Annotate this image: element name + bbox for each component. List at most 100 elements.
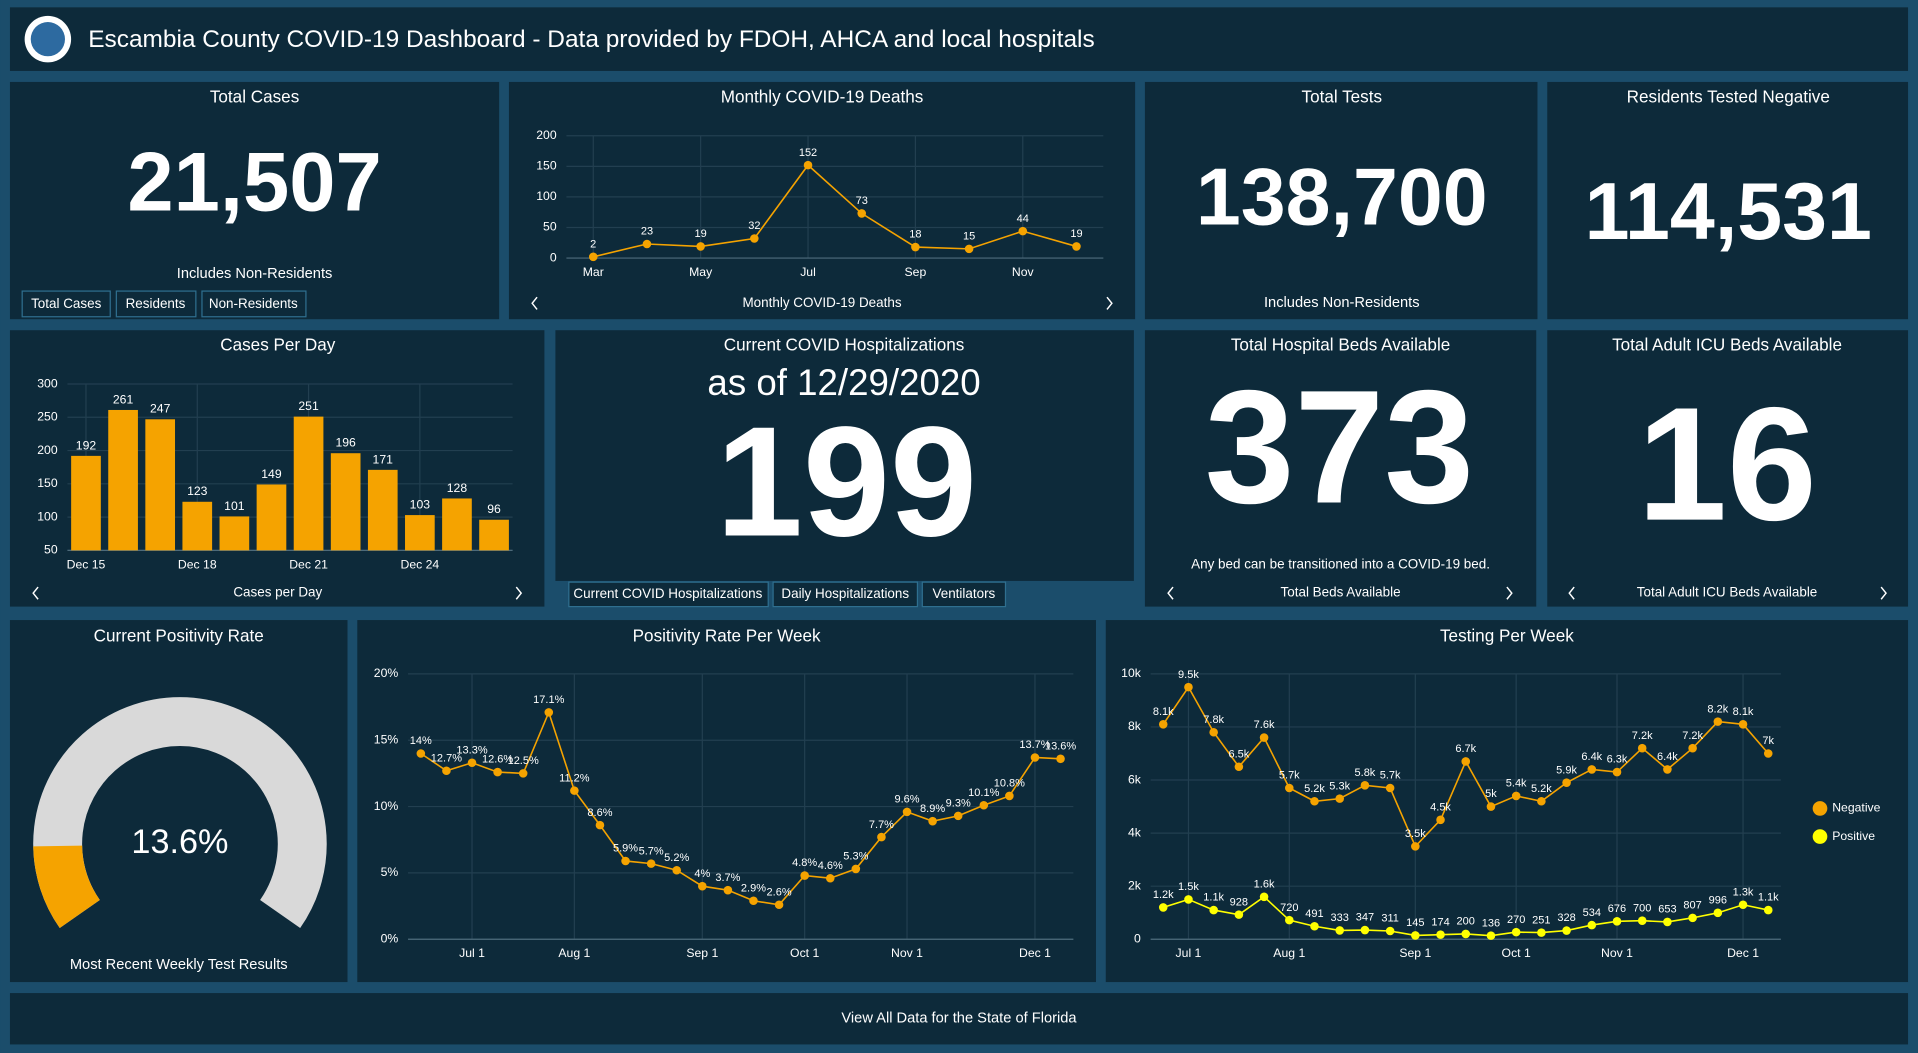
next-arrow[interactable] [1506, 586, 1513, 600]
data-label: 1.1k [1203, 892, 1224, 904]
tab[interactable] [115, 290, 197, 318]
legend-label: Negative [1832, 801, 1880, 815]
indicator-note: Includes Non-Residents [177, 266, 333, 282]
data-point [1005, 791, 1014, 801]
data-point [1713, 908, 1723, 918]
data-label: 5.2k [1304, 783, 1325, 795]
data-point [1461, 757, 1471, 766]
data-point [588, 252, 598, 262]
prev-arrow[interactable] [1167, 586, 1174, 600]
data-label: 12.5% [508, 755, 539, 767]
data-point [1158, 903, 1168, 912]
next-arrow[interactable] [1106, 296, 1113, 310]
indicator-title: Total Hospital Beds Available [1231, 336, 1450, 355]
data-label: 32 [748, 220, 760, 232]
data-point [825, 873, 835, 883]
data-label: 10.8% [994, 778, 1025, 790]
data-label: 10.1% [968, 787, 999, 799]
bar [330, 453, 361, 551]
data-point [1713, 717, 1723, 726]
data-point [1763, 905, 1773, 915]
panel [1144, 81, 1538, 320]
indicator-value: 138,700 [1196, 152, 1488, 242]
data-point [964, 244, 974, 254]
data-label: 13.3% [456, 744, 487, 756]
tab-label[interactable]: Total Cases [31, 296, 101, 311]
bar [479, 519, 509, 551]
y-tick-label: 2k [1128, 878, 1142, 892]
data-point [1184, 682, 1193, 692]
data-label: 19 [695, 228, 707, 240]
data-point [1259, 733, 1269, 742]
prev-arrow[interactable] [531, 296, 538, 310]
tab[interactable] [921, 581, 1007, 608]
data-label: 171 [373, 452, 394, 466]
tab-label[interactable]: Current COVID Hospitalizations [573, 586, 762, 601]
indicator-subtitle: as of 12/29/2020 [707, 362, 980, 403]
tab[interactable] [568, 581, 769, 608]
data-label: 103 [410, 498, 431, 512]
tab[interactable] [21, 290, 111, 318]
panel [1105, 620, 1909, 983]
tab-label[interactable]: Non-Residents [209, 296, 298, 311]
data-label: 9.6% [894, 794, 919, 806]
prev-arrow[interactable] [1568, 586, 1575, 600]
x-tick-label: Aug 1 [1273, 946, 1305, 960]
indicator-title: Residents Tested Negative [1627, 87, 1830, 106]
y-tick-label: 250 [37, 410, 58, 424]
data-point [1209, 905, 1218, 915]
x-tick-label: Jul 1 [1176, 946, 1202, 960]
y-tick-label: 20% [374, 666, 399, 680]
legend-marker [1812, 829, 1828, 844]
data-point [696, 242, 705, 251]
y-tick-label: 100 [536, 189, 557, 203]
data-label: 1.3k [1733, 886, 1754, 898]
prev-arrow[interactable] [32, 586, 39, 600]
data-point [928, 816, 937, 826]
next-arrow[interactable] [1880, 586, 1887, 600]
data-label: 23 [641, 226, 653, 238]
data-point [1738, 900, 1748, 910]
legend-label: Positive [1832, 829, 1875, 843]
data-label: 6.4k [1581, 751, 1602, 763]
x-tick-label: Aug 1 [558, 946, 590, 960]
data-label: 534 [1583, 907, 1601, 919]
data-point [1688, 913, 1697, 923]
x-tick-label: Dec 15 [67, 557, 106, 571]
data-point [1411, 842, 1420, 851]
tab-label[interactable]: Daily Hospitalizations [781, 586, 909, 601]
next-arrow[interactable] [515, 586, 523, 600]
tab-label[interactable]: Ventilators [933, 586, 996, 601]
tab[interactable] [201, 290, 307, 318]
data-point [518, 769, 528, 778]
data-point [1637, 743, 1647, 753]
panel [1547, 330, 1909, 607]
data-label: 9.3% [946, 798, 971, 810]
data-point [1612, 917, 1622, 926]
data-point [1562, 778, 1571, 787]
data-label: 145 [1406, 917, 1424, 929]
data-point [1285, 783, 1294, 793]
data-label: 101 [224, 499, 245, 513]
data-point [570, 786, 579, 795]
tab-label[interactable]: Residents [126, 296, 186, 311]
data-point [774, 900, 784, 910]
y-tick-label: 8k [1128, 719, 1142, 733]
indicator-value: 199 [716, 394, 977, 569]
data-label: 44 [1017, 213, 1029, 225]
data-label: 15 [963, 231, 975, 243]
tab[interactable] [772, 581, 919, 608]
data-label: 12.6% [482, 754, 513, 766]
data-point [1436, 930, 1445, 939]
data-label: 2 [590, 239, 596, 251]
data-point [595, 820, 605, 830]
data-point [1537, 928, 1546, 937]
data-point [1562, 926, 1571, 935]
data-point [646, 859, 656, 868]
data-point [800, 871, 809, 880]
y-tick-label: 6k [1128, 772, 1142, 786]
data-point [621, 856, 630, 866]
data-label: 6.3k [1607, 754, 1628, 766]
chart-footer: Cases per Day [233, 585, 322, 600]
footer-link[interactable]: View All Data for the State of Florida [841, 1011, 1077, 1027]
